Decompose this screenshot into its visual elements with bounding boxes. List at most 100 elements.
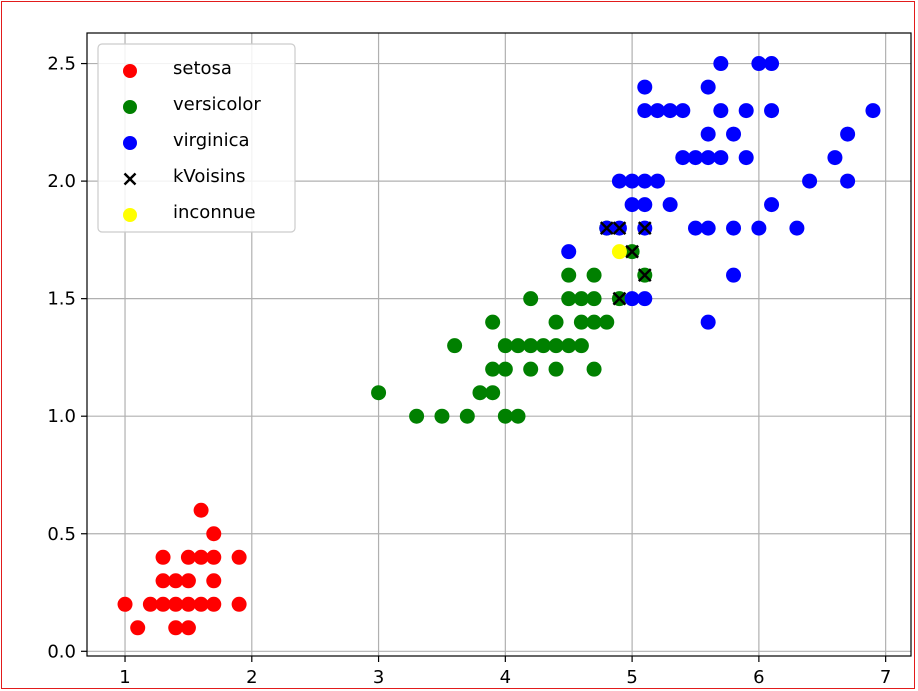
virginica-point [637,173,653,189]
virginica-point [865,103,881,119]
x-tick-label: 3 [373,667,384,688]
legend-item-inconnue: inconnue [123,202,256,223]
virginica-point [649,173,665,189]
virginica-point [726,126,742,142]
virginica-point [764,56,780,72]
versicolor-point [586,291,602,307]
setosa-point [193,502,209,518]
setosa-point [180,620,196,636]
setosa-point [155,573,171,589]
series-versicolor [371,220,653,424]
versicolor-point [523,291,539,307]
series-kvoisins [599,221,652,306]
versicolor-point [510,338,526,354]
x-tick-label: 1 [119,667,130,688]
setosa-point [168,573,184,589]
versicolor-point [472,385,488,401]
axis-ticks: 1 2 3 4 5 6 7 0.0 0.5 1.0 1.5 2.0 2.5 [47,54,891,688]
virginica-point [637,79,653,95]
versicolor-point [409,408,425,424]
virginica-point [738,150,754,166]
virginica-point [675,150,691,166]
virginica-point [611,173,627,189]
versicolor-point [459,408,475,424]
x-tick-label: 4 [500,667,511,688]
versicolor-point [485,361,501,377]
setosa-point [231,596,247,612]
virginica-point [700,126,716,142]
y-tick-label: 1.0 [47,406,76,427]
series-inconnue [611,244,627,260]
versicolor-point [548,338,564,354]
legend-marker [123,100,137,114]
virginica-point [561,244,577,260]
virginica-point [687,220,703,236]
x-tick-label: 6 [753,667,764,688]
legend-label: inconnue [173,202,256,223]
virginica-point [713,150,729,166]
kvoisins-point [637,221,652,235]
versicolor-point [586,361,602,377]
setosa-point [180,549,196,565]
setosa-point [231,549,247,565]
virginica-point [624,197,640,213]
setosa-point [130,620,146,636]
versicolor-point [586,314,602,330]
legend-label: virginica [173,130,250,151]
versicolor-point [497,338,513,354]
legend: setosa versicolor virginica kVoisins inconnu… [97,43,296,233]
setosa-point [168,596,184,612]
legend-item-setosa: setosa [123,58,232,79]
versicolor-point [535,338,551,354]
virginica-point [649,103,665,119]
legend-marker [123,136,137,150]
y-tick-label: 1.5 [47,289,76,310]
versicolor-point [573,314,589,330]
versicolor-point [497,408,513,424]
virginica-point [726,220,742,236]
versicolor-point [447,338,463,354]
versicolor-point [573,291,589,307]
x-tick-label: 2 [246,667,257,688]
kvoisins-point [637,268,652,282]
virginica-point [637,197,653,213]
legend-label: versicolor [173,94,261,115]
legend-label: kVoisins [173,166,246,187]
setosa-point [117,596,133,612]
virginica-point [751,220,767,236]
virginica-point [637,103,653,119]
virginica-point [713,103,729,119]
legend-item-versicolor: versicolor [123,94,261,115]
x-tick-label: 5 [626,667,637,688]
kvoisins-point [625,244,639,259]
versicolor-point [561,291,577,307]
setosa-point [193,596,209,612]
legend-marker [123,208,137,222]
setosa-point [155,549,171,565]
versicolor-point [485,385,501,401]
legend-label: setosa [173,58,232,79]
legend-box [97,43,296,233]
virginica-point [637,291,653,307]
virginica-point [827,150,843,166]
virginica-point [789,220,805,236]
virginica-point [726,267,742,283]
axes-frame [86,32,912,657]
setosa-point [180,596,196,612]
y-tick-label: 0.5 [47,524,76,545]
setosa-point [206,549,222,565]
virginica-point [675,103,691,119]
setosa-point [155,596,171,612]
versicolor-point [523,338,539,354]
series-setosa [117,502,247,636]
inconnue-point [611,244,627,260]
virginica-point [700,314,716,330]
versicolor-point [497,361,513,377]
virginica-point [700,150,716,166]
setosa-point [206,526,222,542]
virginica-point [751,56,767,72]
virginica-point [700,220,716,236]
versicolor-point [371,385,387,401]
legend-item-virginica: virginica [123,130,250,151]
setosa-point [206,573,222,589]
